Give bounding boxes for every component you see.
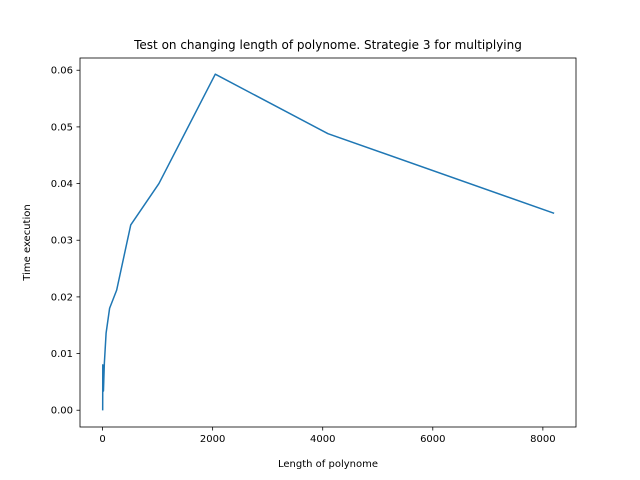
y-tick-label: 0.05	[51, 122, 73, 133]
y-tick-label: 0.02	[51, 292, 73, 303]
y-tick-label: 0.00	[51, 406, 73, 417]
x-axis: 0 2000 4000 6000 8000	[99, 427, 556, 445]
x-tick-label: 6000	[420, 434, 445, 445]
x-axis-label: Length of polynome	[278, 459, 378, 470]
x-tick-label: 8000	[530, 434, 555, 445]
x-tick-label: 2000	[200, 434, 225, 445]
y-tick-label: 0.03	[51, 236, 73, 247]
y-axis-label: Time execution	[22, 204, 33, 281]
y-tick-label: 0.04	[51, 179, 73, 190]
y-axis: 0.00 0.01 0.02 0.03 0.04 0.05 0.06	[51, 66, 80, 417]
axes-frame	[79, 57, 577, 428]
y-tick-label: 0.06	[51, 66, 73, 77]
x-tick-label: 0	[99, 434, 105, 445]
series-line	[101, 73, 555, 411]
x-tick-label: 4000	[310, 434, 335, 445]
y-tick-label: 0.01	[51, 349, 73, 360]
plot-area	[101, 73, 555, 411]
chart-title: Test on changing length of polynome. Str…	[133, 38, 522, 52]
